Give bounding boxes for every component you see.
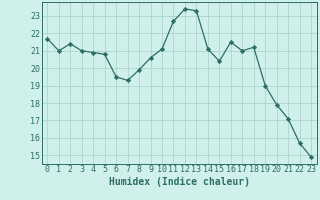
X-axis label: Humidex (Indice chaleur): Humidex (Indice chaleur) — [109, 177, 250, 187]
